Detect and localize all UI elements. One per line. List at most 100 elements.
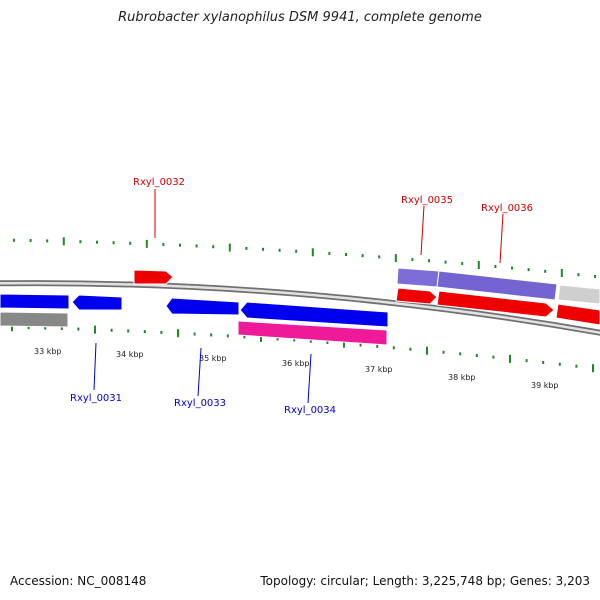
forward-strand-genes bbox=[133, 267, 600, 326]
upper-tick-mark-15 bbox=[262, 247, 264, 251]
lower-tick-mark-13 bbox=[226, 334, 229, 338]
upper-tick-mark-7 bbox=[129, 241, 132, 245]
gene-reverse-left-blue[interactable] bbox=[0, 293, 70, 310]
lower-tick-mark-6 bbox=[110, 328, 113, 332]
label-rxyl-0036[interactable]: Rxyl_0036 bbox=[481, 203, 533, 214]
upper-tick-mark-10 bbox=[179, 243, 181, 247]
scale-label-37kbp: 37 kbp bbox=[365, 365, 393, 374]
upper-tick-mark-21 bbox=[361, 254, 364, 258]
scale-label-34kbp: 34 kbp bbox=[116, 350, 144, 359]
scale-label-36kbp: 36 kbp bbox=[282, 359, 310, 368]
gene-rxyl-0031[interactable] bbox=[71, 294, 123, 311]
upper-tick-mark-30 bbox=[511, 266, 513, 270]
lower-tick-mark-8 bbox=[143, 330, 146, 334]
upper-tick-mark-35 bbox=[594, 274, 596, 278]
lower-tick-mark-4 bbox=[77, 327, 80, 331]
upper-tick-mark-13 bbox=[228, 243, 231, 252]
upper-tick-mark-22 bbox=[378, 255, 381, 259]
lower-tick-mark-32 bbox=[542, 360, 545, 364]
upper-tick-mark-28 bbox=[477, 261, 480, 270]
lower-tick-mark-30 bbox=[509, 354, 511, 363]
upper-tick-mark-26 bbox=[444, 260, 447, 264]
lower-tick-mark-33 bbox=[558, 362, 561, 366]
upper-tick-mark-27 bbox=[461, 262, 464, 266]
label-rxyl-0033[interactable]: Rxyl_0033 bbox=[174, 398, 226, 409]
lower-tick-mark-25 bbox=[426, 346, 428, 355]
label-rxyl-0034[interactable]: Rxyl_0034 bbox=[284, 405, 336, 416]
upper-tick-mark-20 bbox=[345, 253, 347, 256]
gene-purple-forward-b[interactable] bbox=[436, 270, 558, 301]
gene-rxyl-0035[interactable] bbox=[395, 287, 438, 305]
lower-tick-mark-31 bbox=[525, 359, 528, 363]
upper-tick-marks bbox=[13, 237, 596, 278]
gene-forward-right-gray[interactable] bbox=[557, 284, 600, 305]
backbone bbox=[0, 280, 600, 336]
upper-tick-mark-14 bbox=[245, 246, 248, 250]
upper-tick-mark-24 bbox=[411, 257, 414, 261]
connector-rxyl-0033 bbox=[197, 347, 202, 397]
lower-tick-mark-11 bbox=[193, 332, 196, 336]
gene-rxyl-0034[interactable] bbox=[237, 320, 388, 346]
lower-tick-mark-21 bbox=[359, 343, 362, 347]
scale-label-38kbp: 38 kbp bbox=[448, 373, 476, 382]
gene-label-connectors bbox=[93, 189, 504, 404]
lower-tick-mark-19 bbox=[326, 340, 329, 344]
gene-rxyl-0032[interactable] bbox=[133, 269, 174, 285]
upper-tick-mark-1 bbox=[29, 239, 32, 243]
lower-tick-mark-24 bbox=[409, 347, 412, 351]
scale-label-33kbp: 33 kbp bbox=[34, 347, 62, 356]
lower-tick-mark-5 bbox=[94, 325, 96, 334]
upper-tick-mark-9 bbox=[162, 243, 165, 247]
upper-tick-mark-19 bbox=[328, 251, 331, 255]
lower-tick-mark-28 bbox=[475, 353, 478, 357]
lower-tick-mark-1 bbox=[27, 326, 30, 330]
lower-tick-mark-23 bbox=[392, 346, 395, 350]
lower-tick-mark-34 bbox=[575, 364, 578, 368]
lower-tick-mark-3 bbox=[60, 327, 63, 331]
lower-tick-marks bbox=[11, 323, 594, 373]
label-rxyl-0031[interactable]: Rxyl_0031 bbox=[70, 393, 122, 404]
reverse-strand-genes bbox=[0, 293, 389, 346]
label-rxyl-0032[interactable]: Rxyl_0032 bbox=[133, 177, 185, 188]
gene-purple-forward-a[interactable] bbox=[396, 267, 440, 288]
gene-labels: Rxyl_0032 Rxyl_0035 Rxyl_0036 Rxyl_0031 … bbox=[70, 177, 533, 416]
lower-tick-mark-9 bbox=[160, 330, 163, 334]
lower-tick-mark-2 bbox=[44, 326, 47, 330]
gene-rxyl-0033[interactable] bbox=[165, 297, 240, 316]
lower-tick-mark-12 bbox=[210, 333, 213, 337]
upper-tick-mark-12 bbox=[212, 245, 215, 249]
gene-reverse-main-blue[interactable] bbox=[239, 301, 389, 328]
lower-tick-mark-35 bbox=[592, 364, 594, 373]
upper-tick-mark-17 bbox=[295, 249, 298, 253]
lower-tick-mark-16 bbox=[276, 337, 279, 341]
lower-tick-mark-20 bbox=[343, 339, 345, 348]
accession-label: Accession: NC_008148 bbox=[10, 574, 147, 588]
gene-reverse-left-gray[interactable] bbox=[0, 311, 69, 328]
lower-tick-mark-17 bbox=[293, 338, 296, 342]
gene-rxyl-0036[interactable] bbox=[436, 290, 555, 318]
upper-tick-mark-31 bbox=[527, 268, 530, 272]
lower-tick-mark-26 bbox=[442, 350, 445, 354]
upper-tick-mark-0 bbox=[13, 238, 15, 242]
upper-tick-mark-5 bbox=[96, 240, 98, 244]
label-rxyl-0035[interactable]: Rxyl_0035 bbox=[401, 195, 453, 206]
lower-tick-mark-10 bbox=[177, 329, 179, 338]
scale-labels: 33 kbp 34 kbp 35 kbp 36 kbp 37 kbp 38 kb… bbox=[34, 347, 559, 390]
connector-rxyl-0035 bbox=[420, 205, 425, 256]
connector-rxyl-0031 bbox=[93, 342, 97, 391]
upper-tick-mark-4 bbox=[79, 240, 82, 244]
scale-label-39kbp: 39 kbp bbox=[531, 381, 559, 390]
upper-tick-mark-25 bbox=[428, 259, 430, 263]
genome-title: Rubrobacter xylanophilus DSM 9941, compl… bbox=[118, 10, 482, 25]
connector-rxyl-0036 bbox=[499, 213, 504, 264]
upper-tick-mark-32 bbox=[544, 269, 547, 273]
upper-tick-mark-18 bbox=[311, 248, 314, 257]
lower-tick-mark-29 bbox=[492, 355, 495, 359]
upper-tick-mark-29 bbox=[494, 265, 497, 269]
connector-rxyl-0034 bbox=[307, 353, 312, 404]
upper-tick-mark-23 bbox=[394, 254, 397, 263]
gene-forward-right-red[interactable] bbox=[555, 303, 600, 326]
lower-tick-mark-15 bbox=[260, 333, 262, 342]
